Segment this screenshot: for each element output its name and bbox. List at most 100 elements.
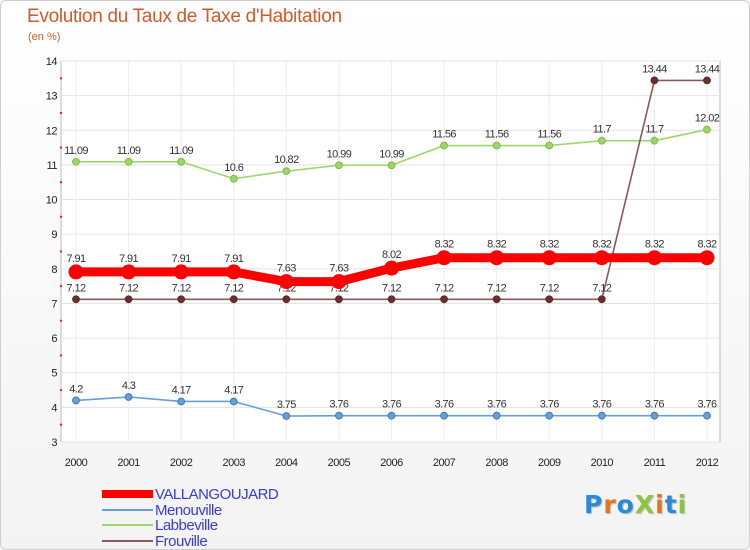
data-label: 11.09 (64, 145, 88, 157)
data-label: 8.32 (435, 239, 454, 251)
data-point (545, 411, 554, 420)
data-point (177, 295, 186, 304)
data-point (387, 295, 396, 304)
data-label: 11.09 (117, 145, 141, 157)
x-tick-label: 2003 (223, 457, 246, 469)
x-tick-label: 2004 (275, 457, 298, 469)
data-point (387, 411, 396, 420)
x-tick-label: 2010 (591, 457, 614, 469)
y-tick-label: 11 (47, 160, 58, 172)
data-point (541, 250, 557, 266)
data-point (492, 295, 501, 304)
data-label: 12.02 (695, 113, 720, 125)
data-point (229, 174, 238, 183)
data-point (282, 295, 291, 304)
data-point (545, 141, 554, 150)
data-label: 3.76 (697, 399, 716, 411)
data-label: 4.17 (224, 384, 243, 396)
data-label: 7.12 (119, 282, 138, 294)
data-point (440, 295, 448, 304)
data-label: 8.32 (592, 239, 611, 251)
x-tick-label: 2012 (696, 457, 719, 469)
data-point (699, 250, 715, 266)
data-point (229, 397, 238, 406)
data-label: 7.91 (66, 253, 85, 265)
y-minor-tick (59, 77, 63, 80)
y-tick-label: 10 (46, 195, 58, 207)
y-minor-tick (59, 146, 63, 149)
data-label: 7.12 (540, 282, 559, 294)
data-point (440, 411, 448, 420)
data-label: 3.76 (435, 399, 454, 411)
data-label: 11.09 (169, 145, 193, 157)
x-tick-label: 2000 (65, 457, 88, 469)
data-label: 8.32 (645, 239, 664, 251)
data-label: 7.63 (329, 263, 348, 275)
data-label: 11.56 (485, 129, 509, 141)
y-tick-label: 13 (46, 91, 58, 103)
data-point (703, 411, 711, 420)
data-label: 3.75 (277, 399, 296, 411)
data-label: 8.32 (697, 239, 716, 251)
data-label: 7.12 (435, 282, 454, 294)
data-point (650, 136, 659, 145)
y-tick-label: 14 (46, 56, 58, 68)
data-point (703, 76, 711, 85)
y-minor-tick (59, 388, 63, 392)
data-label: 3.76 (487, 399, 506, 411)
data-label: 8.02 (382, 249, 401, 261)
data-label: 7.91 (224, 253, 243, 265)
data-point (335, 295, 343, 304)
data-label: 4.3 (122, 380, 136, 392)
data-point (597, 411, 606, 420)
data-label: 7.12 (487, 282, 506, 294)
data-label: 3.76 (645, 399, 664, 411)
data-label: 3.76 (592, 399, 611, 411)
data-point (597, 136, 606, 145)
data-label: 4.2 (69, 383, 83, 395)
legend-label: VALLANGOUJARD (155, 486, 279, 503)
y-minor-tick (59, 250, 63, 253)
y-tick-label: 8 (51, 264, 57, 276)
data-point (335, 161, 343, 170)
data-point (489, 250, 505, 266)
logo-letter: P (584, 490, 604, 519)
data-label: 10.6 (224, 162, 243, 174)
data-label: 7.91 (172, 253, 191, 265)
data-point (646, 250, 662, 266)
y-minor-tick (59, 354, 63, 357)
x-tick-label: 2005 (328, 457, 351, 469)
y-minor-tick (59, 423, 63, 426)
data-label: 11.56 (537, 129, 561, 141)
data-label: 10.99 (327, 148, 352, 160)
data-label: 7.12 (172, 282, 191, 294)
x-tick-label: 2007 (433, 457, 456, 469)
data-label: 13.44 (695, 63, 720, 75)
data-point (124, 295, 133, 304)
legend-label: Frouville (155, 533, 207, 549)
data-point (650, 76, 659, 85)
y-minor-tick (59, 181, 63, 184)
y-tick-label: 5 (51, 368, 57, 380)
data-point (331, 274, 347, 290)
chart-title: Evolution du Taux de Taxe d'Habitation (27, 6, 342, 27)
proxiti-logo: ProXiti (584, 490, 687, 519)
data-point (436, 250, 452, 266)
data-point (545, 295, 554, 304)
data-point (72, 396, 80, 405)
data-point (335, 411, 343, 420)
data-point (124, 157, 133, 166)
data-label: 7.12 (382, 282, 401, 294)
data-point (594, 250, 610, 266)
data-label: 3.76 (540, 399, 559, 411)
y-minor-tick (59, 215, 63, 219)
data-point (121, 264, 137, 280)
x-tick-label: 2009 (538, 457, 561, 469)
data-label: 11.7 (593, 124, 612, 136)
logo-letter: X (634, 490, 656, 519)
y-tick-label: 4 (51, 402, 57, 414)
y-tick-label: 6 (51, 333, 57, 345)
data-label: 13.44 (642, 63, 667, 75)
data-label: 7.12 (224, 282, 243, 294)
data-point (177, 157, 186, 166)
